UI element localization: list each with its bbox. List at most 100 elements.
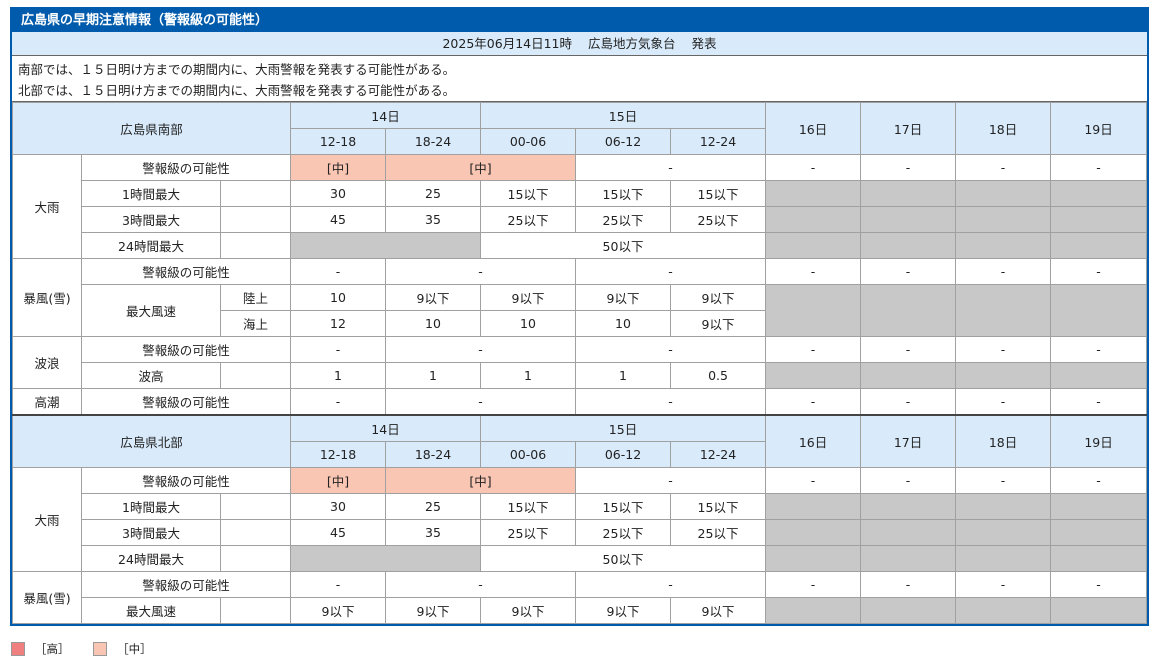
- gray-cell: [765, 545, 862, 572]
- row-label: 1時間最大: [81, 493, 221, 520]
- value-cell: 9以下: [385, 284, 481, 311]
- header-slot: 18-24: [385, 441, 481, 468]
- gray-cell: [765, 519, 862, 546]
- header-slot: 00-06: [480, 128, 576, 155]
- summary-text: 南部では、１５日明け方までの期間内に、大雨警報を発表する可能性がある。 北部では…: [12, 56, 1147, 102]
- gray-cell: [955, 180, 1052, 207]
- possibility-cell: -: [385, 388, 576, 416]
- gray-cell: [765, 493, 862, 520]
- gray-cell: [860, 362, 957, 389]
- possibility-cell: -: [574, 258, 767, 285]
- possibility-cell: -: [385, 336, 576, 363]
- empty-cell: [220, 597, 291, 624]
- value-cell: 9以下: [669, 284, 767, 311]
- header-slot: 12-18: [290, 441, 386, 468]
- gray-cell: [955, 206, 1052, 233]
- gray-cell: [955, 545, 1052, 572]
- legend-high-label: ［高］: [35, 642, 70, 656]
- value-cell: 30: [290, 180, 386, 207]
- gray-cell: [955, 519, 1052, 546]
- gray-cell: [1050, 284, 1148, 337]
- possibility-cell: [中]: [385, 467, 576, 494]
- value-cell: 10: [290, 284, 386, 311]
- possibility-cell: -: [860, 258, 957, 285]
- possibility-cell: -: [860, 571, 957, 598]
- value-cell: 35: [385, 519, 481, 546]
- empty-cell: [220, 362, 291, 389]
- value-cell: 45: [290, 206, 386, 233]
- possibility-cell: -: [574, 467, 767, 494]
- gray-cell: [955, 284, 1052, 337]
- legend-mid-label: ［中］: [117, 642, 152, 656]
- possibility-cell: -: [385, 571, 576, 598]
- gray-cell: [1050, 206, 1148, 233]
- possibility-cell: -: [290, 571, 386, 598]
- possibility-cell: -: [955, 467, 1052, 494]
- row-label: 3時間最大: [81, 206, 221, 233]
- legend-mid-swatch: [93, 642, 108, 656]
- legend: ［高］ ［中］: [11, 640, 172, 658]
- gray-cell: [955, 597, 1052, 624]
- header-day14: 14日: [290, 102, 481, 129]
- header-slot: 06-12: [575, 128, 671, 155]
- element-wind-north: 暴風(雪): [12, 571, 82, 624]
- value-cell: 9以下: [669, 310, 767, 337]
- row-label: 警報級の可能性: [81, 336, 291, 363]
- forecast-table: 広島県南部 14日 15日 16日 17日 18日 19日 12-18 18-2…: [12, 102, 1148, 624]
- possibility-cell: [中]: [290, 467, 386, 494]
- row-label: 最大風速: [81, 284, 221, 337]
- value-cell: 12: [290, 310, 386, 337]
- possibility-cell: -: [1050, 154, 1148, 181]
- header-slot: 18-24: [385, 128, 481, 155]
- sub-label: 海上: [220, 310, 291, 337]
- row-label: 24時間最大: [81, 545, 221, 572]
- gray-cell: [1050, 232, 1148, 259]
- header-slot: 12-18: [290, 128, 386, 155]
- element-wave-south: 波浪: [12, 336, 82, 389]
- gray-cell: [1050, 493, 1148, 520]
- possibility-cell: -: [1050, 258, 1148, 285]
- header-day18: 18日: [955, 414, 1052, 468]
- element-tide-south: 高潮: [12, 388, 82, 416]
- value-cell: 35: [385, 206, 481, 233]
- gray-cell: [860, 284, 957, 337]
- header-day15: 15日: [479, 102, 767, 129]
- possibility-cell: -: [955, 258, 1052, 285]
- element-rain-south: 大雨: [12, 154, 82, 259]
- gray-cell: [860, 493, 957, 520]
- possibility-cell: [中]: [290, 154, 386, 181]
- summary-south: 南部では、１５日明け方までの期間内に、大雨警報を発表する可能性がある。: [18, 62, 456, 77]
- value-cell: 25以下: [575, 519, 671, 546]
- possibility-cell: -: [290, 258, 386, 285]
- element-rain-north: 大雨: [12, 467, 82, 572]
- early-warning-panel: 広島県の早期注意情報（警報級の可能性） 2025年06月14日11時 広島地方気…: [10, 7, 1149, 626]
- value-cell: 10: [480, 310, 576, 337]
- value-cell: 25: [385, 180, 481, 207]
- value-cell: 9以下: [575, 284, 671, 311]
- possibility-cell: -: [765, 388, 862, 416]
- sub-label: 陸上: [220, 284, 291, 311]
- empty-cell: [220, 180, 291, 207]
- possibility-cell: -: [290, 336, 386, 363]
- gray-cell: [765, 206, 862, 233]
- empty-cell: [220, 232, 291, 259]
- header-slot: 12-24: [669, 128, 767, 155]
- possibility-cell: -: [765, 571, 862, 598]
- panel-title: 広島県の早期注意情報（警報級の可能性）: [12, 9, 1147, 32]
- gray-cell: [955, 232, 1052, 259]
- gray-cell: [1050, 545, 1148, 572]
- possibility-cell: -: [385, 258, 576, 285]
- value-cell: 15以下: [575, 493, 671, 520]
- possibility-cell: -: [765, 336, 862, 363]
- gray-cell: [860, 597, 957, 624]
- value-cell: 9以下: [290, 597, 386, 624]
- value-cell: 9以下: [480, 597, 576, 624]
- region-name-north: 広島県北部: [12, 414, 291, 468]
- header-day14: 14日: [290, 414, 481, 442]
- possibility-cell: -: [765, 154, 862, 181]
- value-cell: 25以下: [669, 519, 767, 546]
- empty-cell: [220, 493, 291, 520]
- possibility-cell: -: [955, 571, 1052, 598]
- issued-line: 2025年06月14日11時 広島地方気象台 発表: [12, 32, 1147, 56]
- value-cell: 25以下: [480, 519, 576, 546]
